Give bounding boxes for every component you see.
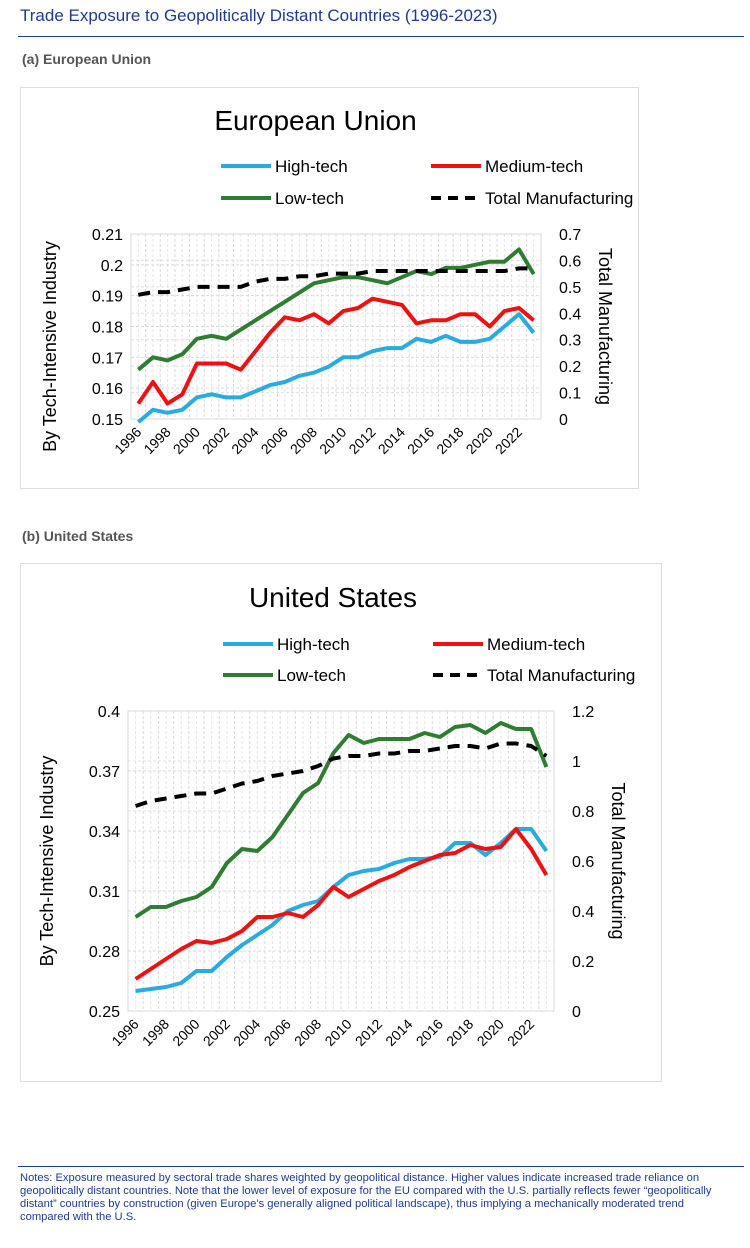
eu-chart: 0.15 0.16 0.17 0.18 0.19 0.2 0.21 0 0.1 0.2 0.3 0.4… xyxy=(20,87,639,489)
x-tick-label: 2018 xyxy=(433,424,466,457)
y-tick-label: 0.2 xyxy=(101,258,123,275)
title-divider xyxy=(18,36,744,37)
x-tick-label: 2020 xyxy=(463,424,496,457)
legend-label-medium: Medium-tech xyxy=(485,157,583,176)
legend-label-low: Low-tech xyxy=(277,666,346,685)
y-tick-label: 0.18 xyxy=(92,320,123,337)
x-tick-label: 1998 xyxy=(139,1016,172,1049)
series-line-total xyxy=(134,741,548,808)
y2-tick-label: 0 xyxy=(559,412,568,429)
y-tick-label: 0.34 xyxy=(89,824,120,841)
x-tick-label: 2018 xyxy=(443,1016,476,1049)
y2-tick-label: 0.7 xyxy=(559,227,581,244)
notes-divider xyxy=(18,1166,744,1167)
page-title: Trade Exposure to Geopolitically Distant… xyxy=(20,6,498,25)
y-axis-title: By Tech-Intensive Industry xyxy=(37,756,57,967)
panel-label-us: (b) United States xyxy=(22,528,134,544)
x-tick-label: 2020 xyxy=(474,1016,507,1049)
legend-label-low: Low-tech xyxy=(275,189,344,208)
y2-tick-label: 0.2 xyxy=(559,359,581,376)
x-tick-label: 2006 xyxy=(258,424,291,457)
legend-label-medium: Medium-tech xyxy=(487,635,585,654)
y-tick-label: 0.31 xyxy=(89,884,120,901)
chart-svg: 0.15 0.16 0.17 0.18 0.19 0.2 0.21 0 0.1 0.2 0.3 0.4… xyxy=(40,105,633,457)
x-tick-label: 2016 xyxy=(404,424,437,457)
x-tick-label: 2008 xyxy=(291,1016,324,1049)
panel-label-eu: (a) European Union xyxy=(22,51,152,67)
y2-tick-label: 0.6 xyxy=(559,253,581,270)
x-tick-label: 2014 xyxy=(382,1016,415,1049)
y2-tick-label: 0.4 xyxy=(572,904,594,921)
series-line-total xyxy=(137,266,534,297)
y2-tick-label: 0.8 xyxy=(572,804,594,821)
notes: Notes: Exposure measured by sectoral tra… xyxy=(20,1172,712,1223)
y2-axis-title: Total Manufacturing xyxy=(595,248,615,405)
y-axis-title: By Tech-Intensive Industry xyxy=(40,241,60,452)
series-line-low xyxy=(134,721,549,919)
y-tick-label: 0.16 xyxy=(92,381,123,398)
y2-tick-label: 0.4 xyxy=(559,306,581,323)
x-tick-label: 2010 xyxy=(321,1016,354,1049)
y2-tick-label: 0.6 xyxy=(572,854,594,871)
plot-area xyxy=(130,233,542,420)
x-tick-label: 2012 xyxy=(352,1016,385,1049)
series-line-medium xyxy=(134,827,549,981)
us-chart: 0.25 0.28 0.31 0.34 0.37 0.4 0 0.2 0.4 0.6 0.8 1 1.2… xyxy=(20,563,662,1082)
legend-label-total: Total Manufacturing xyxy=(487,666,635,685)
x-tick-label: 2022 xyxy=(504,1016,537,1049)
y2-tick-label: 1.2 xyxy=(572,704,594,721)
chart-svg: 0.25 0.28 0.31 0.34 0.37 0.4 0 0.2 0.4 0.6 0.8 1 1.2… xyxy=(37,582,635,1049)
legend-label-total: Total Manufacturing xyxy=(485,189,633,208)
y2-tick-label: 0 xyxy=(572,1004,581,1021)
x-tick-label: 2002 xyxy=(199,424,232,457)
y-tick-label: 0.19 xyxy=(92,289,123,306)
x-tick-label: 2000 xyxy=(169,1016,202,1049)
y-tick-label: 0.25 xyxy=(89,1004,120,1021)
x-tick-label: 2008 xyxy=(287,424,320,457)
y-tick-label: 0.28 xyxy=(89,944,120,961)
y-tick-label: 0.15 xyxy=(92,412,123,429)
x-tick-label: 1998 xyxy=(140,424,173,457)
series-line-low xyxy=(137,247,536,372)
x-tick-label: 2004 xyxy=(230,1016,263,1049)
y2-axis-title: Total Manufacturing xyxy=(608,782,628,939)
x-tick-label: 2010 xyxy=(316,424,349,457)
x-tick-label: 2022 xyxy=(492,424,525,457)
x-tick-label: 2012 xyxy=(345,424,378,457)
x-tick-label: 2014 xyxy=(375,424,408,457)
y2-tick-label: 0.5 xyxy=(559,280,581,297)
x-tick-label: 2016 xyxy=(413,1016,446,1049)
chart-title: European Union xyxy=(214,105,416,136)
y2-tick-label: 1 xyxy=(572,754,581,771)
x-tick-label: 2000 xyxy=(170,424,203,457)
legend-label-high: High-tech xyxy=(277,635,350,654)
y-tick-label: 0.17 xyxy=(92,350,123,367)
y-tick-label: 0.21 xyxy=(92,227,123,244)
x-tick-label: 2004 xyxy=(228,424,261,457)
y2-tick-label: 0.2 xyxy=(572,954,594,971)
series-line-high xyxy=(137,312,536,424)
series-line-medium xyxy=(136,296,535,406)
y2-tick-label: 0.3 xyxy=(559,333,581,350)
y2-tick-label: 0.1 xyxy=(559,386,581,403)
x-tick-label: 2006 xyxy=(261,1016,294,1049)
legend-label-high: High-tech xyxy=(275,157,348,176)
y-tick-label: 0.4 xyxy=(98,704,120,721)
y-tick-label: 0.37 xyxy=(89,764,120,781)
plot-area xyxy=(127,710,555,1012)
chart-title: United States xyxy=(249,582,417,613)
x-tick-label: 2002 xyxy=(200,1016,233,1049)
